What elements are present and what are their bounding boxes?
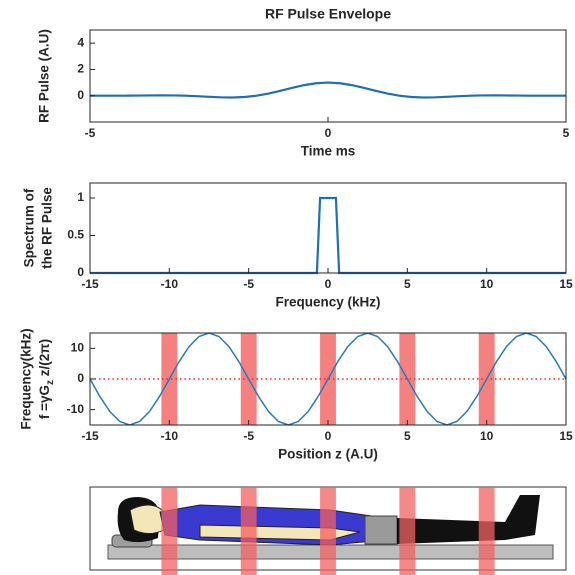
y-tick-label: 0 bbox=[77, 371, 84, 385]
slice-band-body bbox=[240, 487, 257, 575]
x-tick-label: 0 bbox=[325, 277, 332, 291]
x-axis-label: Frequency (kHz) bbox=[275, 295, 380, 310]
x-tick-label: 15 bbox=[559, 429, 573, 443]
y-axis-label: RF Pulse (A.U) bbox=[37, 29, 52, 123]
data-line bbox=[89, 332, 567, 426]
x-axis-label: Position z (A.U) bbox=[278, 447, 378, 462]
belt bbox=[364, 515, 398, 545]
x-tick-label: -15 bbox=[81, 429, 99, 443]
y-tick-label: 0 bbox=[77, 88, 84, 102]
x-tick-label: -5 bbox=[243, 277, 254, 291]
y-tick-label: 10 bbox=[71, 341, 85, 355]
x-tick-label: 0 bbox=[325, 126, 332, 140]
x-tick-label: 5 bbox=[563, 126, 570, 140]
y-axis-label-part: z bbox=[45, 380, 56, 385]
y-axis-label-part: f =γG bbox=[37, 385, 52, 419]
slice-band-body bbox=[320, 487, 336, 575]
x-tick-label: 5 bbox=[404, 429, 411, 443]
y-axis-label: f =γGz z/(2π) bbox=[37, 339, 57, 419]
legs bbox=[397, 495, 540, 544]
x-axis-label: Time ms bbox=[301, 144, 356, 159]
x-tick-label: -15 bbox=[81, 277, 99, 291]
x-tick-label: -5 bbox=[243, 429, 254, 443]
x-tick-label: 5 bbox=[404, 277, 411, 291]
y-tick-label: 0 bbox=[77, 265, 84, 279]
data-line bbox=[90, 196, 566, 275]
x-tick-label: 10 bbox=[480, 277, 494, 291]
slice-band-body bbox=[161, 487, 178, 575]
arm bbox=[199, 524, 361, 541]
y-tick-label: 2 bbox=[77, 62, 84, 76]
data-line bbox=[90, 81, 566, 99]
x-tick-label: -10 bbox=[161, 429, 179, 443]
y-tick-label: 0.5 bbox=[67, 228, 84, 242]
slice-band-body bbox=[399, 487, 416, 575]
y-axis-label: the RF Pulse bbox=[40, 187, 55, 269]
axes-box bbox=[89, 182, 567, 274]
y-tick-label: 4 bbox=[77, 35, 84, 49]
slice-band-body bbox=[478, 487, 495, 575]
x-tick-label: 15 bbox=[559, 277, 573, 291]
x-tick-label: 10 bbox=[480, 429, 494, 443]
axes-box bbox=[89, 29, 567, 123]
x-tick-label: 0 bbox=[325, 429, 332, 443]
y-tick-label: -10 bbox=[67, 402, 85, 416]
y-axis-label: Frequency(kHz) bbox=[19, 328, 34, 429]
x-tick-label: -5 bbox=[85, 126, 96, 140]
x-tick-label: -10 bbox=[161, 277, 179, 291]
chart-title: RF Pulse Envelope bbox=[265, 6, 391, 22]
y-axis-label: Spectrum of bbox=[22, 188, 37, 267]
y-axis-label-part: z/(2π) bbox=[37, 339, 52, 380]
y-tick-label: 1 bbox=[77, 190, 84, 204]
